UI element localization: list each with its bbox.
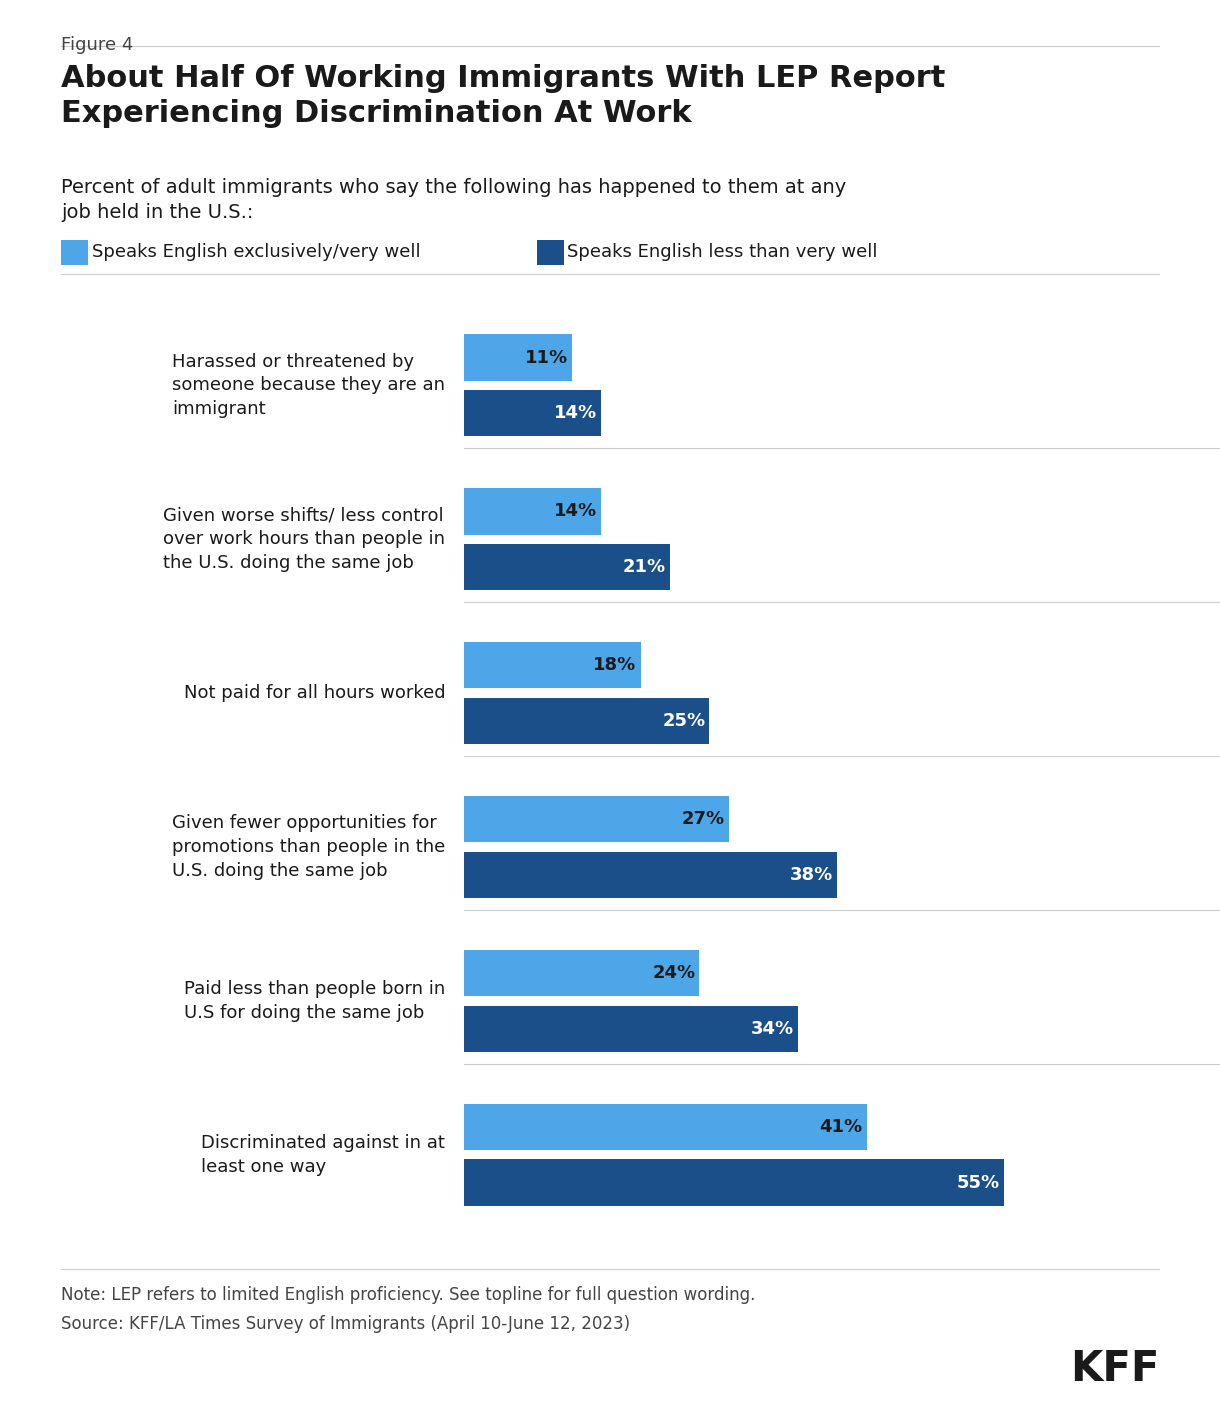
Text: 24%: 24% bbox=[653, 964, 695, 983]
Bar bbox=[464, 1104, 866, 1151]
Bar bbox=[464, 488, 601, 535]
Text: 18%: 18% bbox=[593, 656, 637, 674]
Text: Percent of adult immigrants who say the following has happened to them at any
jo: Percent of adult immigrants who say the … bbox=[61, 178, 847, 221]
Text: Not paid for all hours worked: Not paid for all hours worked bbox=[184, 684, 445, 702]
Bar bbox=[464, 697, 709, 744]
Text: Figure 4: Figure 4 bbox=[61, 36, 133, 54]
Text: Given worse shifts/ less control
over work hours than people in
the U.S. doing t: Given worse shifts/ less control over wo… bbox=[163, 506, 445, 572]
Text: 34%: 34% bbox=[750, 1020, 794, 1038]
Text: 41%: 41% bbox=[820, 1118, 863, 1137]
Text: Source: KFF/LA Times Survey of Immigrants (April 10-June 12, 2023): Source: KFF/LA Times Survey of Immigrant… bbox=[61, 1315, 630, 1333]
Text: 21%: 21% bbox=[623, 558, 666, 576]
Text: 38%: 38% bbox=[789, 866, 833, 884]
Text: KFF: KFF bbox=[1070, 1348, 1159, 1389]
Text: 25%: 25% bbox=[662, 712, 705, 730]
Bar bbox=[464, 1159, 1004, 1205]
Text: Harassed or threatened by
someone because they are an
immigrant: Harassed or threatened by someone becaus… bbox=[172, 352, 445, 418]
Bar bbox=[464, 851, 837, 898]
Text: About Half Of Working Immigrants With LEP Report
Experiencing Discrimination At : About Half Of Working Immigrants With LE… bbox=[61, 64, 946, 128]
Text: 14%: 14% bbox=[554, 502, 598, 520]
Text: 55%: 55% bbox=[956, 1174, 1000, 1192]
Text: 11%: 11% bbox=[525, 348, 567, 366]
Text: Note: LEP refers to limited English proficiency. See topline for full question w: Note: LEP refers to limited English prof… bbox=[61, 1286, 755, 1305]
Bar bbox=[464, 543, 670, 590]
Bar bbox=[464, 389, 601, 436]
Text: Given fewer opportunities for
promotions than people in the
U.S. doing the same : Given fewer opportunities for promotions… bbox=[172, 814, 445, 880]
Text: 27%: 27% bbox=[682, 810, 725, 829]
Text: Discriminated against in at
least one way: Discriminated against in at least one wa… bbox=[201, 1134, 445, 1175]
Text: Speaks English less than very well: Speaks English less than very well bbox=[567, 244, 878, 261]
Bar bbox=[464, 1005, 798, 1052]
Text: 14%: 14% bbox=[554, 404, 598, 422]
Text: Paid less than people born in
U.S for doing the same job: Paid less than people born in U.S for do… bbox=[184, 980, 445, 1021]
Bar bbox=[464, 335, 572, 381]
Text: Speaks English exclusively/very well: Speaks English exclusively/very well bbox=[92, 244, 420, 261]
Bar bbox=[464, 796, 730, 843]
Bar bbox=[464, 642, 640, 689]
Bar bbox=[464, 950, 699, 997]
